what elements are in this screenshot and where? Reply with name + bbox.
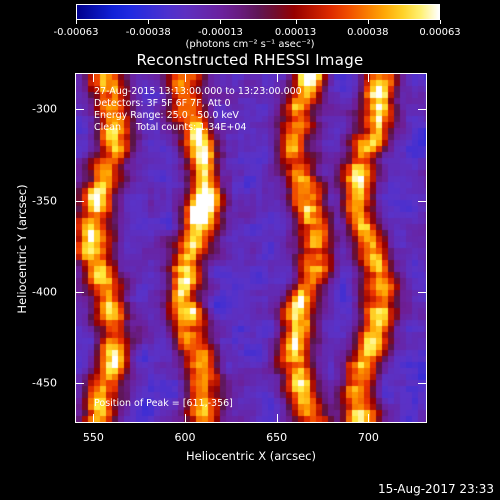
x-tick-mark bbox=[93, 74, 95, 82]
y-tick-mark bbox=[76, 200, 84, 202]
colorbar-tick-mark bbox=[76, 20, 77, 24]
x-tick-mark bbox=[368, 414, 370, 422]
plot-area: 27-Aug-2015 13:13:00.000 to 13:23:00.000… bbox=[75, 73, 427, 423]
y-axis-label: Heliocentric Y (arcsec) bbox=[15, 184, 29, 314]
x-tick-mark bbox=[368, 74, 370, 82]
x-tick-label: 550 bbox=[82, 431, 104, 444]
x-tick-mark bbox=[185, 74, 186, 82]
x-tick-label: 650 bbox=[266, 431, 288, 444]
y-tick-label: -450 bbox=[32, 376, 57, 390]
timestamp: 15-Aug-2017 23:33 bbox=[377, 482, 494, 496]
y-tick-mark bbox=[76, 109, 84, 111]
y-tick-mark bbox=[418, 200, 426, 202]
colorbar-tick-label: 0.00063 bbox=[419, 27, 461, 38]
colorbar-tick-label: 0.00038 bbox=[347, 27, 389, 38]
y-tick-label: -350 bbox=[32, 194, 57, 208]
colorbar-tick-mark bbox=[440, 20, 441, 24]
annotation-clean: Clean Total counts: 1.34E+04 bbox=[94, 122, 247, 133]
colorbar-tick-label: -0.00013 bbox=[197, 27, 243, 38]
colorbar-tick-label: 0.00013 bbox=[274, 27, 317, 38]
x-tick-label: 700 bbox=[357, 431, 379, 444]
annotation-detectors: Detectors: 3F 5F 6F 7F, Att 0 bbox=[94, 98, 231, 109]
y-tick-label: -300 bbox=[32, 102, 57, 116]
colorbar-tick-mark bbox=[220, 20, 222, 24]
x-tick-mark bbox=[276, 74, 278, 82]
annotation-energy: Energy Range: 25.0 - 50.0 keV bbox=[94, 110, 239, 121]
chart-title: Reconstructed RHESSI Image bbox=[136, 51, 364, 69]
colorbar-tick-mark bbox=[367, 20, 369, 24]
x-tick-mark bbox=[93, 414, 95, 422]
colorbar-tick-label: -0.00038 bbox=[125, 27, 171, 38]
annotation-time: 27-Aug-2015 13:13:00.000 to 13:23:00.000 bbox=[94, 86, 302, 97]
colorbar-tick-label: -0.00063 bbox=[53, 27, 99, 38]
x-tick-mark bbox=[276, 414, 278, 422]
y-tick-mark bbox=[76, 382, 84, 384]
colorbar-unit-label: (photons cm⁻² s⁻¹ asec⁻²) bbox=[185, 39, 315, 50]
x-tick-mark bbox=[185, 414, 186, 422]
colorbar bbox=[76, 4, 440, 20]
colorbar-tick-mark bbox=[148, 20, 150, 24]
x-axis-label: Heliocentric X (arcsec) bbox=[186, 449, 316, 463]
y-tick-mark bbox=[418, 109, 426, 111]
heatmap-image bbox=[76, 74, 426, 422]
y-tick-mark bbox=[418, 382, 426, 384]
annotation-peak: Position of Peak = [611,-356] bbox=[94, 398, 233, 409]
colorbar-tick-mark bbox=[295, 20, 297, 24]
x-tick-label: 600 bbox=[174, 431, 196, 444]
y-tick-mark bbox=[76, 291, 84, 293]
y-tick-mark bbox=[418, 291, 426, 293]
y-tick-label: -400 bbox=[32, 285, 57, 299]
